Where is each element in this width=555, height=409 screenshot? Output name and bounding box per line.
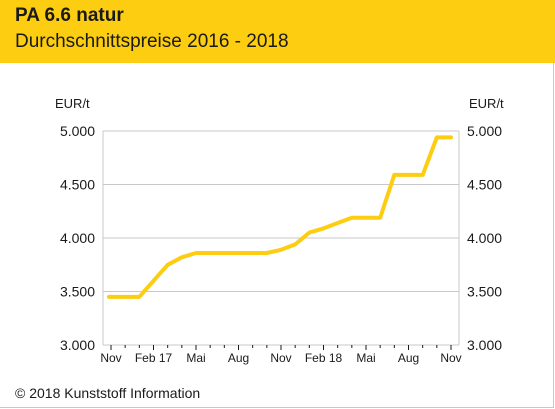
series-line-price	[107, 135, 453, 299]
tick-layer	[110, 345, 452, 350]
y-tick-label-left: 3.000	[60, 337, 95, 353]
y-axis-label-left: EUR/t	[55, 96, 90, 111]
y-tick-label-right: 4.500	[467, 177, 502, 193]
y-tick-label-right: 3.500	[467, 284, 502, 300]
x-tick-label: Nov	[270, 351, 291, 365]
x-tick-label: Aug	[228, 351, 249, 365]
y-tick-label-left: 5.000	[60, 123, 95, 139]
chart-frame	[0, 63, 554, 408]
x-tick-label: Aug	[398, 351, 419, 365]
y-tick-label-left: 3.500	[60, 284, 95, 300]
x-tick-label: Mai	[356, 351, 375, 365]
x-tick-label: Nov	[440, 351, 461, 365]
copyright-footer: © 2018 Kunststoff Information	[15, 385, 201, 401]
y-tick-label-right: 4.000	[467, 230, 502, 246]
x-tick-label: Mai	[186, 351, 205, 365]
y-tick-label-left: 4.500	[60, 177, 95, 193]
x-tick-label: Feb 17	[135, 351, 173, 365]
y-tick-label-right: 5.000	[467, 123, 502, 139]
chart-title: PA 6.6 natur	[15, 5, 124, 26]
header-banner: PA 6.6 natur Durchschnittspreise 2016 - …	[0, 0, 555, 63]
chart-subtitle: Durchschnittspreise 2016 - 2018	[15, 31, 289, 52]
grid-layer	[102, 130, 460, 346]
y-tick-label-left: 4.000	[60, 230, 95, 246]
y-axis-label-right: EUR/t	[469, 96, 504, 111]
label-layer: 5.000 5.000 4.500 4.500 4.000 4.000 3.500 3.500…	[60, 123, 502, 365]
y-tick-label-right: 3.000	[467, 337, 502, 353]
x-tick-label: Feb 18	[305, 351, 343, 365]
x-tick-label: Nov	[100, 351, 121, 365]
